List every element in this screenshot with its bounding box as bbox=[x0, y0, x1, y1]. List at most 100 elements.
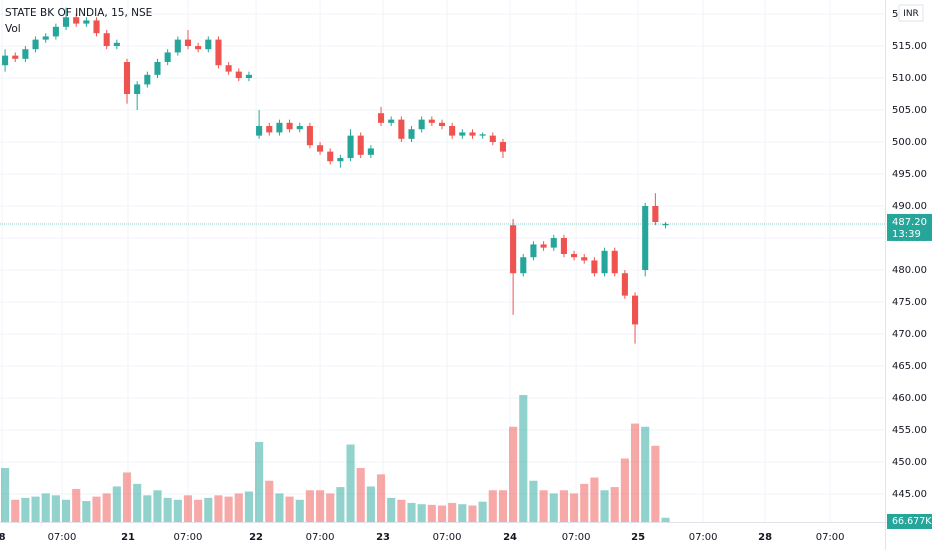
y-tick-label: 515.00 bbox=[892, 41, 927, 52]
candle-body bbox=[631, 295, 639, 325]
volume-bar bbox=[11, 499, 20, 522]
labels: 445.00 450.00 455.00 460.00 465.00 470.00 475.… bbox=[0, 9, 932, 543]
candle-body bbox=[337, 158, 344, 162]
y-tick-label: 445.00 bbox=[892, 489, 927, 500]
volume-bar bbox=[61, 499, 71, 522]
candle-body bbox=[184, 39, 192, 47]
volume-bar bbox=[31, 496, 40, 522]
volume-bar bbox=[488, 490, 497, 522]
x-tick-label: 07:00 bbox=[689, 532, 718, 543]
volume-bar bbox=[376, 474, 386, 522]
volume-bar bbox=[21, 497, 30, 522]
volume-bar bbox=[214, 495, 223, 522]
candle-body bbox=[22, 49, 29, 59]
candle-body bbox=[499, 142, 507, 152]
y-tick-label: 480.00 bbox=[892, 265, 927, 276]
candle-body bbox=[571, 254, 578, 258]
volume-bar bbox=[41, 493, 50, 522]
candle-body bbox=[449, 126, 456, 136]
grid bbox=[0, 0, 885, 522]
volume-bar bbox=[641, 426, 650, 522]
volume-bar bbox=[163, 497, 172, 522]
candle-body bbox=[205, 39, 212, 50]
candle-body bbox=[256, 126, 263, 136]
candle-body bbox=[123, 62, 131, 95]
volume-bar bbox=[478, 501, 487, 522]
volume-bar bbox=[539, 490, 548, 522]
chart-title: STATE BK OF INDIA, 15, NSE bbox=[5, 7, 152, 19]
candle-body bbox=[235, 71, 242, 79]
candle-body bbox=[591, 260, 598, 274]
candle-body bbox=[306, 126, 313, 146]
candle-body bbox=[601, 250, 608, 274]
volume-bar bbox=[92, 496, 101, 522]
volume-bar bbox=[397, 499, 406, 522]
volume-bar bbox=[265, 480, 274, 522]
volume-bar bbox=[630, 423, 640, 522]
volume-bar bbox=[295, 499, 304, 522]
candle-body bbox=[195, 46, 202, 50]
volume-bar bbox=[183, 495, 193, 522]
candle-body bbox=[154, 62, 161, 75]
volume-bar bbox=[356, 468, 365, 522]
candle-body bbox=[113, 42, 120, 47]
volume-bar bbox=[620, 458, 629, 522]
candle-body bbox=[317, 145, 324, 152]
volume-bar bbox=[194, 499, 203, 522]
volume-bar bbox=[580, 483, 589, 522]
volume-bar bbox=[610, 487, 619, 522]
candle-body bbox=[642, 206, 649, 271]
candle-body bbox=[93, 20, 100, 34]
x-tick-label: 07:00 bbox=[562, 532, 591, 543]
volume-bar bbox=[255, 441, 264, 522]
volume-bar bbox=[1, 468, 10, 522]
candle-body bbox=[42, 36, 49, 40]
volume-bar bbox=[590, 477, 599, 522]
y-tick-label: 500.00 bbox=[892, 137, 927, 148]
candle-body bbox=[357, 135, 364, 155]
marks bbox=[0, 7, 885, 522]
volume-bar bbox=[173, 499, 182, 522]
candle-body bbox=[347, 135, 354, 159]
candle-body bbox=[560, 238, 567, 255]
currency-box[interactable] bbox=[898, 4, 924, 22]
x-tick-label: 07:00 bbox=[816, 532, 845, 543]
volume-label-box bbox=[887, 514, 932, 529]
candle-body bbox=[164, 52, 171, 63]
y-tick-label: 465.00 bbox=[892, 361, 927, 372]
volume-bar bbox=[244, 491, 254, 522]
volume-bar bbox=[102, 493, 111, 522]
candle-body bbox=[32, 39, 39, 50]
candle-body bbox=[520, 257, 527, 274]
volume-bar bbox=[275, 493, 284, 522]
volume-bar bbox=[387, 497, 396, 522]
candle-body bbox=[398, 119, 405, 139]
volume-bar bbox=[366, 486, 375, 522]
candle-body bbox=[103, 33, 110, 47]
x-tick-label: 25 bbox=[631, 532, 645, 543]
candle-body bbox=[245, 74, 252, 79]
currency[interactable]: INR bbox=[903, 9, 919, 19]
candle-body bbox=[225, 65, 232, 72]
x-tick-label: 07:00 bbox=[174, 532, 203, 543]
candle-body bbox=[266, 126, 273, 133]
candle-body bbox=[174, 39, 181, 53]
candle-body bbox=[83, 20, 90, 24]
volume-bar bbox=[559, 490, 568, 522]
y-tick-label: 450.00 bbox=[892, 457, 927, 468]
candle-body bbox=[621, 273, 628, 296]
volume-bar bbox=[112, 486, 121, 522]
y-tick-label: 52 bbox=[892, 9, 905, 20]
candle-body bbox=[12, 55, 19, 59]
volume-bar bbox=[498, 490, 508, 522]
volume-bar bbox=[651, 445, 660, 522]
candle-body bbox=[286, 122, 293, 130]
volume-bar bbox=[519, 394, 528, 522]
volume-bar bbox=[326, 493, 335, 522]
candle-body bbox=[438, 122, 446, 127]
x-tick-label: 21 bbox=[121, 532, 135, 543]
candle-body bbox=[144, 74, 151, 85]
candle-body bbox=[540, 244, 547, 248]
candle-body bbox=[408, 129, 415, 139]
volume-bar bbox=[122, 472, 132, 522]
